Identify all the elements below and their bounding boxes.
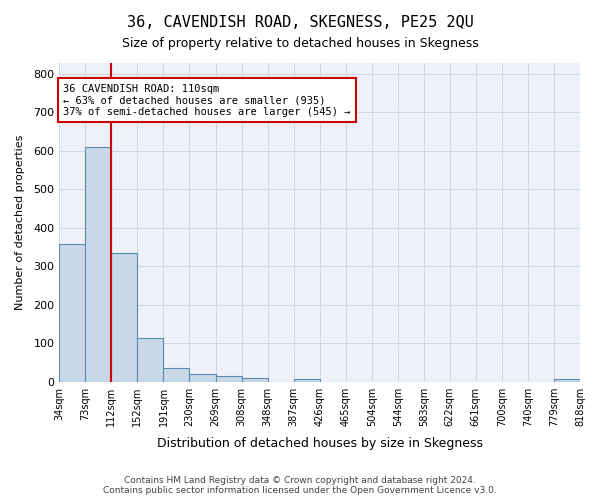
Text: Size of property relative to detached houses in Skegness: Size of property relative to detached ho…: [122, 38, 478, 51]
X-axis label: Distribution of detached houses by size in Skegness: Distribution of detached houses by size …: [157, 437, 482, 450]
Y-axis label: Number of detached properties: Number of detached properties: [15, 134, 25, 310]
Bar: [190, 374, 215, 382]
Text: 36 CAVENDISH ROAD: 110sqm
← 63% of detached houses are smaller (935)
37% of semi: 36 CAVENDISH ROAD: 110sqm ← 63% of detac…: [63, 84, 351, 117]
Bar: [215, 376, 242, 382]
Bar: [554, 378, 580, 382]
Text: Contains HM Land Registry data © Crown copyright and database right 2024.
Contai: Contains HM Land Registry data © Crown c…: [103, 476, 497, 495]
Bar: [137, 338, 163, 382]
Bar: [85, 147, 112, 382]
Bar: [163, 368, 190, 382]
Bar: [59, 244, 85, 382]
Text: 36, CAVENDISH ROAD, SKEGNESS, PE25 2QU: 36, CAVENDISH ROAD, SKEGNESS, PE25 2QU: [127, 15, 473, 30]
Bar: [293, 378, 320, 382]
Bar: [242, 378, 268, 382]
Bar: [112, 253, 137, 382]
